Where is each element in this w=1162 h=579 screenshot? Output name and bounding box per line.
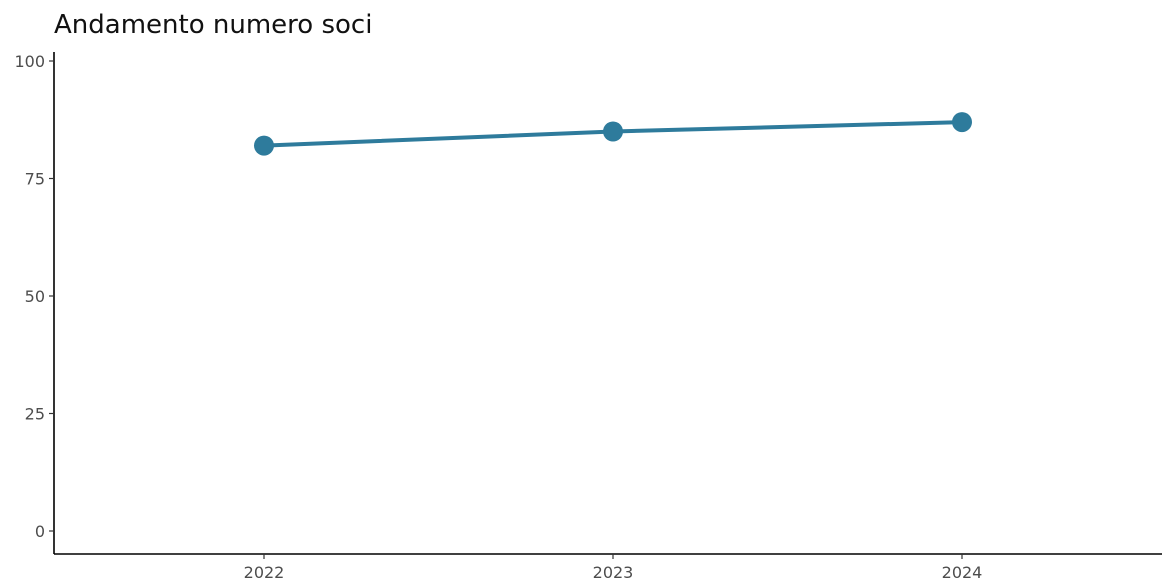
x-tick-label: 2023 [593,563,634,579]
y-tick-label: 75 [25,170,45,189]
series-layer [254,112,972,156]
x-axis-ticks: 2022 2023 2024 [244,554,983,579]
y-tick-label: 0 [35,522,45,541]
y-tick-label: 100 [14,52,45,71]
data-point [603,121,623,142]
y-axis-ticks: 0 25 50 75 100 [14,52,54,541]
axes [53,52,1162,555]
y-tick-label: 50 [25,287,45,306]
data-point [254,135,274,156]
data-point [952,112,972,133]
x-tick-label: 2022 [244,563,285,579]
y-tick-label: 25 [25,405,45,424]
x-tick-label: 2024 [942,563,983,579]
chart-title: Andamento numero soci [54,10,373,40]
